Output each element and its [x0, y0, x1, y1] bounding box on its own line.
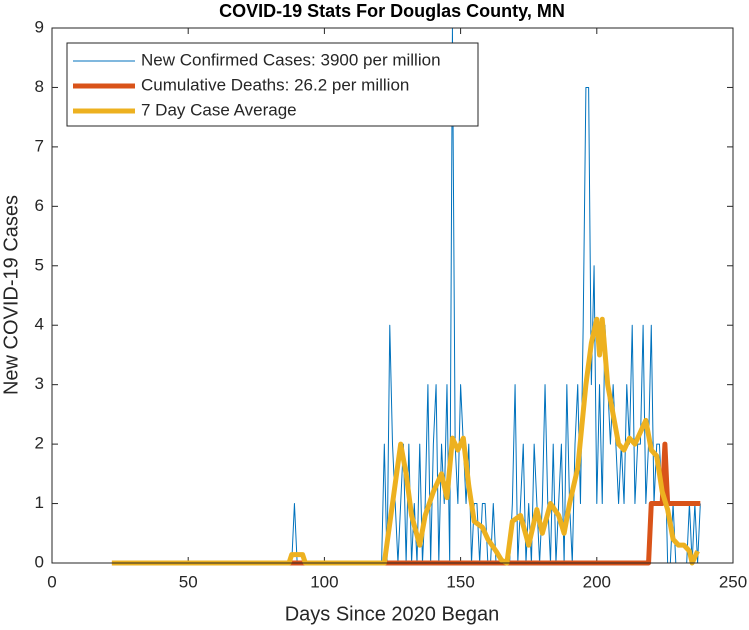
x-tick-label: 150	[446, 572, 474, 591]
x-tick-label: 250	[719, 572, 747, 591]
y-axis-label: New COVID-19 Cases	[0, 195, 22, 395]
y-tick-label: 1	[35, 493, 44, 512]
legend-label: New Confirmed Cases: 3900 per million	[141, 50, 441, 69]
x-axis-label: Days Since 2020 Began	[285, 603, 500, 625]
series-line	[111, 27, 701, 564]
x-tick-label: 200	[583, 572, 611, 591]
legend-label: 7 Day Case Average	[141, 100, 297, 119]
y-tick-label: 7	[35, 136, 44, 155]
y-tick-label: 4	[35, 315, 44, 334]
y-tick-label: 5	[35, 255, 44, 274]
plot-frame	[51, 27, 734, 564]
y-tick-label: 2	[35, 434, 44, 453]
legend-label: Cumulative Deaths: 26.2 per million	[141, 75, 409, 94]
chart-title: COVID-19 Stats For Douglas County, MN	[219, 1, 565, 21]
x-tick-label: 0	[47, 572, 56, 591]
x-tick-label: 50	[179, 572, 198, 591]
y-tick-label: 6	[35, 196, 44, 215]
y-tick-label: 3	[35, 374, 44, 393]
series-line	[111, 316, 700, 566]
y-tick-label: 0	[35, 552, 44, 571]
y-tick-label: 9	[35, 17, 44, 36]
legend-box	[66, 42, 479, 127]
y-tick-label: 8	[35, 77, 44, 96]
x-tick-label: 100	[310, 572, 338, 591]
